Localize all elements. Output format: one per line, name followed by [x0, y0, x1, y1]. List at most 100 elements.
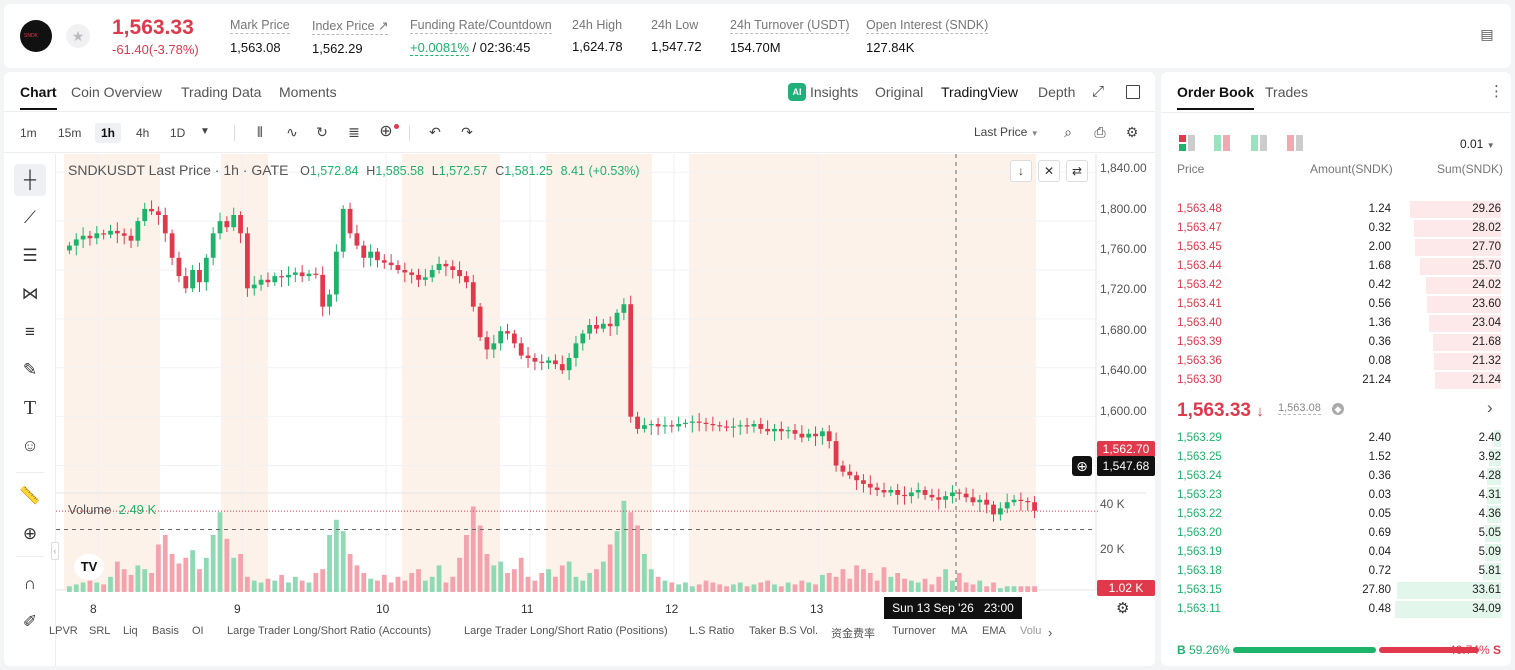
chart-settings-icon[interactable]: ⚙: [1116, 600, 1130, 617]
pattern-icon[interactable]: ⋈: [21, 284, 39, 303]
stat-index-price[interactable]: Index Price ↗ 1,562.29: [312, 18, 389, 56]
tab-moments[interactable]: Moments: [279, 84, 337, 100]
camera-icon[interactable]: ⎙: [1094, 124, 1106, 140]
scroll-down-icon[interactable]: ↓: [1010, 160, 1032, 182]
bid-row[interactable]: 1,563.23 0.03 4.31: [1161, 486, 1511, 505]
ai-insights-icon[interactable]: AI: [788, 83, 806, 101]
price-source-select[interactable]: Last Price ▼: [974, 125, 1039, 139]
bid-row[interactable]: 1,563.18 0.72 5.81: [1161, 562, 1511, 581]
view-bids-icon[interactable]: [1251, 135, 1267, 151]
add-order-icon[interactable]: ⊕: [1072, 456, 1092, 476]
indicator-ma[interactable]: MA: [951, 625, 968, 637]
zoom-in-icon[interactable]: ⊕: [22, 524, 38, 543]
redo-icon[interactable]: ↷: [461, 124, 473, 140]
divider: [16, 556, 44, 557]
view-both-icon[interactable]: [1179, 135, 1195, 151]
view-split-icon[interactable]: [1214, 135, 1230, 151]
candle-type-icon[interactable]: ⫴: [257, 124, 263, 140]
indicator-liq[interactable]: Liq: [123, 625, 138, 637]
ask-row[interactable]: 1,563.45 2.00 27.70: [1161, 238, 1511, 257]
indicator-taker-vol[interactable]: Taker B.S Vol.: [749, 625, 819, 637]
magnet-icon[interactable]: ∩: [23, 574, 37, 593]
ask-row[interactable]: 1,563.42 0.42 24.02: [1161, 276, 1511, 295]
bid-row[interactable]: 1,563.20 0.69 5.05: [1161, 524, 1511, 543]
indicator-ema[interactable]: EMA: [982, 625, 1006, 637]
fib-icon[interactable]: ≡: [25, 322, 35, 341]
add-alert-icon[interactable]: ⊕: [379, 123, 393, 140]
notes-icon[interactable]: ▤: [1480, 26, 1494, 42]
bid-row[interactable]: 1,563.22 0.05 4.36: [1161, 505, 1511, 524]
bid-row[interactable]: 1,563.15 27.80 33.61: [1161, 581, 1511, 600]
chevron-right-icon[interactable]: ›: [1487, 398, 1493, 417]
lock-draw-icon[interactable]: ✐: [22, 612, 38, 631]
tab-original[interactable]: Original: [875, 84, 924, 100]
collapse-sidebar-icon[interactable]: ‹: [51, 542, 59, 560]
timeframe-15m[interactable]: 15m: [58, 126, 82, 140]
indicator-basis[interactable]: Basis: [152, 625, 179, 637]
crosshair-icon[interactable]: ┼: [14, 164, 46, 196]
indicator-funding-rate[interactable]: 资金费率: [831, 627, 875, 640]
collapse-icon[interactable]: ✕: [1038, 160, 1060, 182]
tab-tradingview[interactable]: TradingView: [941, 84, 1019, 100]
gear-icon[interactable]: ⚙: [1125, 124, 1139, 140]
bid-row[interactable]: 1,563.24 0.36 4.28: [1161, 467, 1511, 486]
more-icon[interactable]: ⋮: [1489, 83, 1504, 100]
tab-depth[interactable]: Depth: [1038, 84, 1076, 100]
price-chart[interactable]: [56, 154, 1155, 624]
bid-row[interactable]: 1,563.29 2.40 2.40: [1161, 429, 1511, 448]
view-asks-icon[interactable]: [1287, 135, 1303, 151]
undo-icon[interactable]: ↶: [429, 124, 441, 140]
indicator-srl[interactable]: SRL: [89, 625, 111, 637]
tab-insights[interactable]: Insights: [810, 84, 859, 100]
timeframe-1h[interactable]: 1h: [95, 123, 122, 143]
sync-icon[interactable]: ⇄: [1066, 160, 1088, 182]
search-icon[interactable]: ⌕: [1064, 124, 1072, 140]
trend-line-icon[interactable]: ⟋: [24, 208, 36, 227]
stat-label: Funding Rate/Countdown: [410, 18, 552, 34]
bid-row[interactable]: 1,563.25 1.52 3.92: [1161, 448, 1511, 467]
stat-label[interactable]: Index Price ↗: [312, 19, 389, 35]
timeframe-4h[interactable]: 4h: [136, 126, 150, 140]
bid-row[interactable]: 1,563.19 0.04 5.09: [1161, 543, 1511, 562]
indicator-ls-positions[interactable]: Large Trader Long/Short Ratio (Positions…: [464, 625, 668, 637]
ask-row[interactable]: 1,563.41 0.56 23.60: [1161, 295, 1511, 314]
tab-chart[interactable]: Chart: [20, 84, 57, 110]
indicator-volume[interactable]: Volu: [1020, 625, 1042, 637]
precision-select[interactable]: 0.01 ▼: [1460, 137, 1495, 151]
timeframe-dropdown-icon[interactable]: ▼: [200, 126, 210, 137]
refresh-icon[interactable]: ↻: [316, 124, 328, 140]
timeframe-1m[interactable]: 1m: [20, 126, 37, 140]
candle-body: [224, 221, 230, 228]
favorite-star-icon[interactable]: ★: [66, 24, 90, 48]
templates-icon[interactable]: ≣: [348, 124, 360, 140]
indicators-icon[interactable]: ∿: [286, 124, 298, 140]
timeframe-1d[interactable]: 1D: [170, 126, 186, 140]
chevron-right-icon[interactable]: ›: [1048, 625, 1053, 640]
expand-icon[interactable]: ⤢: [1092, 83, 1105, 100]
ask-row[interactable]: 1,563.47 0.32 28.02: [1161, 219, 1511, 238]
emoji-icon[interactable]: ☺: [21, 436, 39, 455]
ask-row[interactable]: 1,563.39 0.36 21.68: [1161, 333, 1511, 352]
window-icon[interactable]: [1126, 85, 1140, 99]
mid-price[interactable]: 1,563.33 ↓: [1177, 400, 1264, 422]
indicator-lpvr[interactable]: LPVR: [49, 625, 78, 637]
tab-coin-overview[interactable]: Coin Overview: [71, 84, 163, 100]
ask-row[interactable]: 1,563.48 1.24 29.26: [1161, 200, 1511, 219]
horizontal-lines-icon[interactable]: ☰: [22, 246, 38, 265]
text-tool-icon[interactable]: T: [23, 397, 37, 419]
tab-trading-data[interactable]: Trading Data: [181, 84, 262, 100]
ask-row[interactable]: 1,563.44 1.68 25.70: [1161, 257, 1511, 276]
funding-rate-value[interactable]: +0.0081%: [410, 40, 469, 56]
bid-row[interactable]: 1,563.11 0.48 34.09: [1161, 600, 1511, 619]
ask-row[interactable]: 1,563.40 1.36 23.04: [1161, 314, 1511, 333]
indicator-turnover[interactable]: Turnover: [892, 625, 936, 637]
brush-icon[interactable]: ✎: [22, 360, 38, 379]
tab-order-book[interactable]: Order Book: [1177, 84, 1255, 110]
ask-row[interactable]: 1,563.30 21.24 21.24: [1161, 371, 1511, 390]
indicator-ls-accounts[interactable]: Large Trader Long/Short Ratio (Accounts): [227, 625, 432, 637]
indicator-oi[interactable]: OI: [192, 625, 204, 637]
indicator-ls-ratio[interactable]: L.S Ratio: [689, 625, 735, 637]
ruler-icon[interactable]: 📏: [19, 486, 41, 505]
ask-row[interactable]: 1,563.36 0.08 21.32: [1161, 352, 1511, 371]
tab-trades[interactable]: Trades: [1265, 84, 1309, 100]
